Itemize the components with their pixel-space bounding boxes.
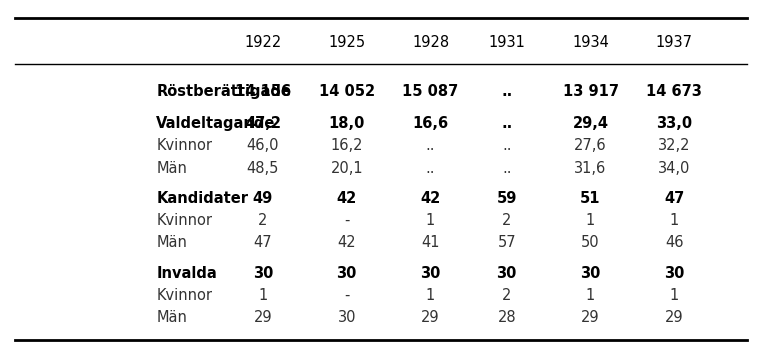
Text: Röstberättigade: Röstberättigade	[156, 84, 291, 99]
Text: 51: 51	[581, 191, 600, 206]
Text: 1: 1	[586, 213, 595, 228]
Text: Kandidater: Kandidater	[156, 191, 248, 206]
Text: 30: 30	[338, 310, 356, 325]
Text: ..: ..	[502, 138, 511, 153]
Text: 59: 59	[497, 191, 517, 206]
Text: 30: 30	[664, 266, 684, 281]
Text: 1922: 1922	[245, 35, 281, 50]
Text: 32,2: 32,2	[658, 138, 690, 153]
Text: 29: 29	[421, 310, 440, 325]
Text: ..: ..	[426, 161, 435, 176]
Text: 30: 30	[421, 266, 440, 281]
Text: 1: 1	[258, 288, 267, 303]
Text: 1931: 1931	[488, 35, 525, 50]
Text: 1928: 1928	[412, 35, 449, 50]
Text: 47: 47	[664, 191, 684, 206]
Text: 29,4: 29,4	[572, 116, 609, 131]
Text: 42: 42	[337, 191, 357, 206]
Text: 46: 46	[665, 235, 684, 250]
Text: 41: 41	[421, 235, 440, 250]
Text: 1937: 1937	[656, 35, 693, 50]
Text: 46,0: 46,0	[247, 138, 279, 153]
Text: Män: Män	[156, 310, 187, 325]
Text: 30: 30	[253, 266, 273, 281]
Text: 1: 1	[670, 288, 679, 303]
Text: 2: 2	[502, 288, 511, 303]
Text: -: -	[344, 213, 350, 228]
Text: Män: Män	[156, 161, 187, 176]
Text: Män: Män	[156, 235, 187, 250]
Text: ..: ..	[501, 116, 512, 131]
Text: 28: 28	[498, 310, 516, 325]
Text: 1: 1	[426, 213, 435, 228]
Text: 16,2: 16,2	[331, 138, 363, 153]
Text: Kvinnor: Kvinnor	[156, 138, 212, 153]
Text: 1: 1	[426, 288, 435, 303]
Text: 48,5: 48,5	[247, 161, 279, 176]
Text: Kvinnor: Kvinnor	[156, 288, 212, 303]
Text: Valdeltagande: Valdeltagande	[156, 116, 276, 131]
Text: 1925: 1925	[328, 35, 365, 50]
Text: 14 156: 14 156	[235, 84, 291, 99]
Text: 14 673: 14 673	[646, 84, 703, 99]
Text: 1934: 1934	[572, 35, 609, 50]
Text: 2: 2	[258, 213, 267, 228]
Text: 29: 29	[665, 310, 684, 325]
Text: 18,0: 18,0	[328, 116, 365, 131]
Text: 1: 1	[670, 213, 679, 228]
Text: ..: ..	[502, 161, 511, 176]
Text: 30: 30	[581, 266, 600, 281]
Text: 14 052: 14 052	[319, 84, 375, 99]
Text: 20,1: 20,1	[331, 161, 363, 176]
Text: 2: 2	[502, 213, 511, 228]
Text: 33,0: 33,0	[656, 116, 693, 131]
Text: 42: 42	[338, 235, 356, 250]
Text: Kvinnor: Kvinnor	[156, 213, 212, 228]
Text: Invalda: Invalda	[156, 266, 217, 281]
Text: ..: ..	[501, 84, 512, 99]
Text: 47: 47	[254, 235, 272, 250]
Text: 42: 42	[421, 191, 440, 206]
Text: 34,0: 34,0	[658, 161, 690, 176]
Text: 47,2: 47,2	[245, 116, 281, 131]
Text: 29: 29	[254, 310, 272, 325]
Text: 49: 49	[253, 191, 273, 206]
Text: 50: 50	[581, 235, 600, 250]
Text: 30: 30	[337, 266, 357, 281]
Text: -: -	[344, 288, 350, 303]
Text: 30: 30	[497, 266, 517, 281]
Text: 16,6: 16,6	[412, 116, 449, 131]
Text: ..: ..	[426, 138, 435, 153]
Text: 31,6: 31,6	[575, 161, 607, 176]
Text: 57: 57	[498, 235, 516, 250]
Text: 1: 1	[586, 288, 595, 303]
Text: 13 917: 13 917	[562, 84, 619, 99]
Text: 29: 29	[581, 310, 600, 325]
Text: 27,6: 27,6	[575, 138, 607, 153]
Text: 15 087: 15 087	[402, 84, 459, 99]
